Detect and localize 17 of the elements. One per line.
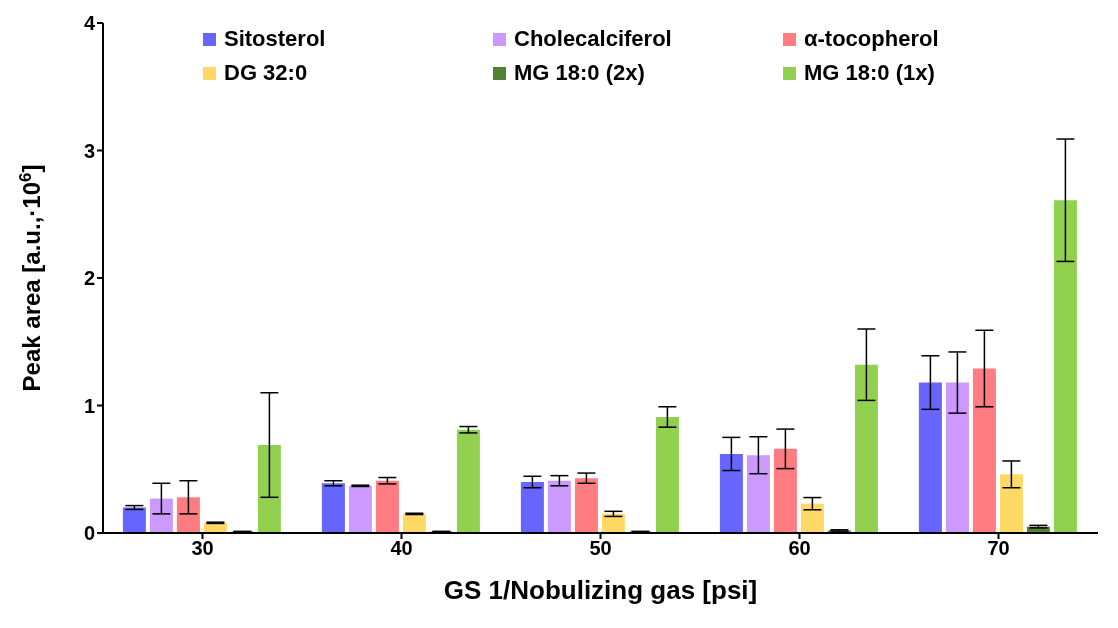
legend-label: Sitosterol <box>224 26 326 52</box>
x-tick-label: 40 <box>390 537 413 560</box>
legend-label: α-tocopherol <box>804 26 939 52</box>
legend-label: MG 18:0 (2x) <box>514 60 645 86</box>
y-tick-label: 0 <box>83 522 95 545</box>
y-tick-label: 1 <box>83 394 95 417</box>
y-tick-label: 3 <box>83 139 95 162</box>
legend-label: DG 32:0 <box>224 60 308 86</box>
legend-label: MG 18:0 (1x) <box>804 60 935 86</box>
x-axis-title: GS 1/Nobulizing gas [psi] <box>443 575 758 606</box>
x-tick-label: 50 <box>589 537 612 560</box>
x-tick-label: 60 <box>788 537 811 560</box>
legend-label: Cholecalciferol <box>514 26 672 52</box>
y-tick-label: 4 <box>83 12 96 35</box>
y-tick-label: 2 <box>83 267 95 290</box>
x-tick-label: 30 <box>191 537 214 560</box>
x-tick-label: 70 <box>987 537 1010 560</box>
